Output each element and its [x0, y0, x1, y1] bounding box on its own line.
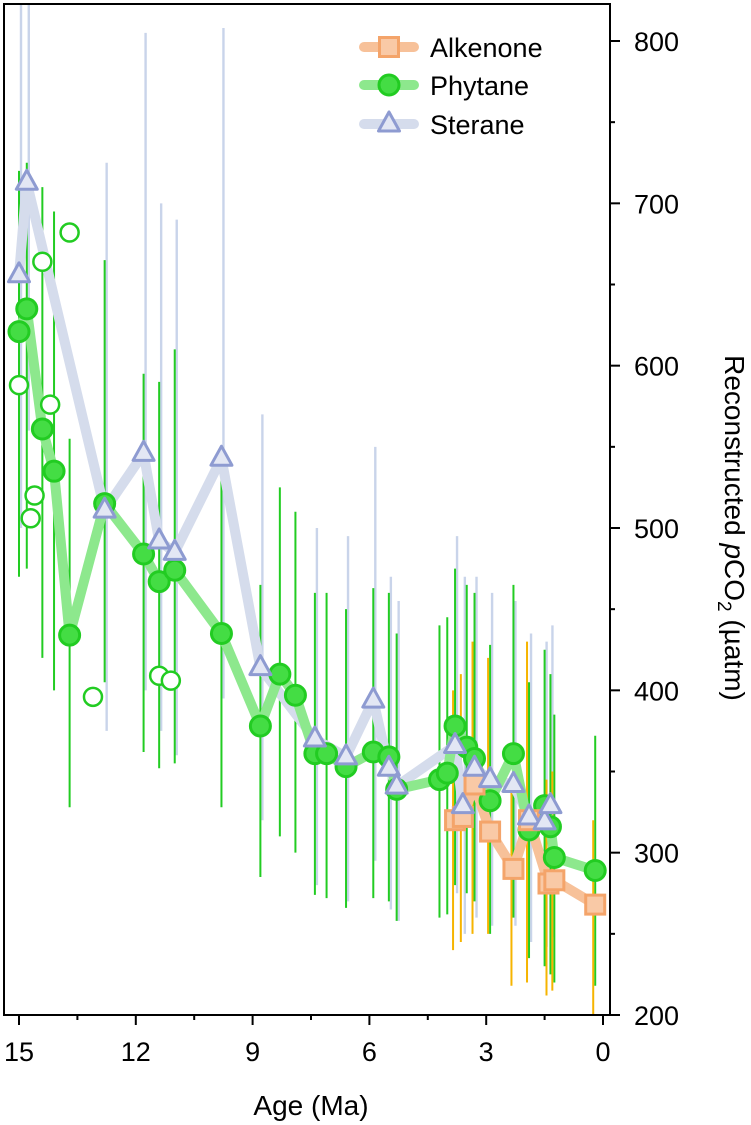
x-axis-label: Age (Ma): [253, 1090, 368, 1121]
alkenone-point-3: [479, 820, 502, 843]
sterane-point-15: [462, 754, 487, 777]
legend: Alkenone Phytane Sterane: [359, 33, 543, 140]
y-tick-label: 700: [634, 189, 679, 219]
phytane-point-24: [478, 789, 502, 813]
phytane-point-12: [283, 683, 307, 707]
sterane-point-4: [147, 527, 172, 550]
phytane-point-30: [583, 859, 607, 883]
phytane-point-1: [15, 297, 39, 321]
phytane-point-2: [30, 417, 54, 441]
x-tick-label: 15: [4, 1037, 34, 1067]
phytane-point-14: [315, 742, 339, 766]
x-tick-label: 0: [595, 1037, 610, 1067]
alkenone-point-8: [584, 893, 607, 916]
x-tick-label: 6: [362, 1037, 377, 1067]
sterane-point-12: [384, 772, 409, 795]
legend-label-alkenone: Alkenone: [430, 33, 543, 63]
y-tick-label: 300: [634, 839, 679, 869]
sterane-point-19: [532, 808, 557, 831]
y-tick-label: 800: [634, 27, 679, 57]
phytane-open-point-8: [160, 670, 182, 691]
y-axis-label-chem: CO: [719, 559, 750, 601]
phytane-point-10: [248, 714, 272, 738]
sterane-point-8: [302, 725, 327, 748]
y-tick-label: 500: [634, 514, 679, 544]
phytane-point-29: [542, 846, 566, 870]
sterane-point-9: [334, 743, 359, 766]
sterane-point-2: [92, 496, 117, 519]
alkenone-point-7: [543, 869, 566, 892]
phytane-open-point-4: [20, 508, 41, 529]
x-tick-label: 12: [121, 1037, 151, 1067]
y-axis-label-subscript: 2: [713, 601, 734, 612]
sterane-point-3: [131, 439, 156, 462]
phytane-point-9: [209, 622, 233, 646]
phytane-point-20: [435, 761, 459, 785]
sterane-point-11: [376, 754, 401, 777]
sterane-point-7: [248, 654, 273, 677]
markers-layer: [7, 168, 607, 916]
plot-frame: [3, 3, 611, 1016]
y-tick-label: 200: [634, 1001, 679, 1031]
sterane-point-16: [478, 766, 503, 789]
sterane-point-10: [361, 686, 386, 709]
phytane-open-point-5: [59, 222, 80, 243]
phytane-point-8: [163, 558, 187, 582]
phytane-open-point-1: [32, 251, 53, 273]
sterane-point-17: [501, 770, 526, 793]
legend-label-sterane: Sterane: [430, 110, 525, 140]
sterane-point-1: [14, 168, 39, 191]
sterane-point-0: [7, 261, 31, 284]
y-axis-label-main: Reconstructed: [719, 355, 750, 543]
phytane-point-11: [268, 662, 292, 686]
axes-layer: 15 12 9 6 3 0 200 300 400 500 600 700 800: [4, 27, 679, 1067]
y-tick-label: 400: [634, 676, 679, 706]
legend-label-phytane: Phytane: [430, 71, 529, 101]
y-axis-label-unit: (µatm): [719, 612, 750, 701]
phytane-open-point-2: [39, 394, 61, 415]
alkenone-point-4: [502, 857, 525, 880]
sterane-point-6: [209, 444, 234, 467]
legend-marker-phytane: [377, 73, 401, 97]
phytane-point-25: [501, 742, 525, 766]
phytane-point-4: [58, 623, 82, 647]
y-axis-label-italic: p: [719, 542, 750, 559]
x-tick-label: 9: [245, 1037, 260, 1067]
sterane-point-20: [538, 792, 563, 815]
phytane-point-0: [7, 320, 31, 344]
sterane-point-13: [443, 732, 468, 755]
legend-marker-alkenone: [378, 36, 400, 58]
legend-marker-sterane: [377, 110, 401, 133]
phytane-point-7: [147, 570, 171, 594]
phytane-open-point-3: [24, 485, 45, 506]
x-tick-label: 3: [479, 1037, 494, 1067]
phytane-point-3: [42, 459, 66, 483]
sterane-point-5: [162, 538, 187, 561]
phytane-open-point-0: [8, 374, 30, 396]
y-tick-label: 600: [634, 352, 679, 382]
phytane-open-point-6: [82, 686, 104, 708]
y-axis-label: Reconstructed pCO2 (µatm): [713, 355, 750, 701]
sterane-point-18: [517, 803, 542, 826]
sterane-point-14: [450, 792, 475, 815]
